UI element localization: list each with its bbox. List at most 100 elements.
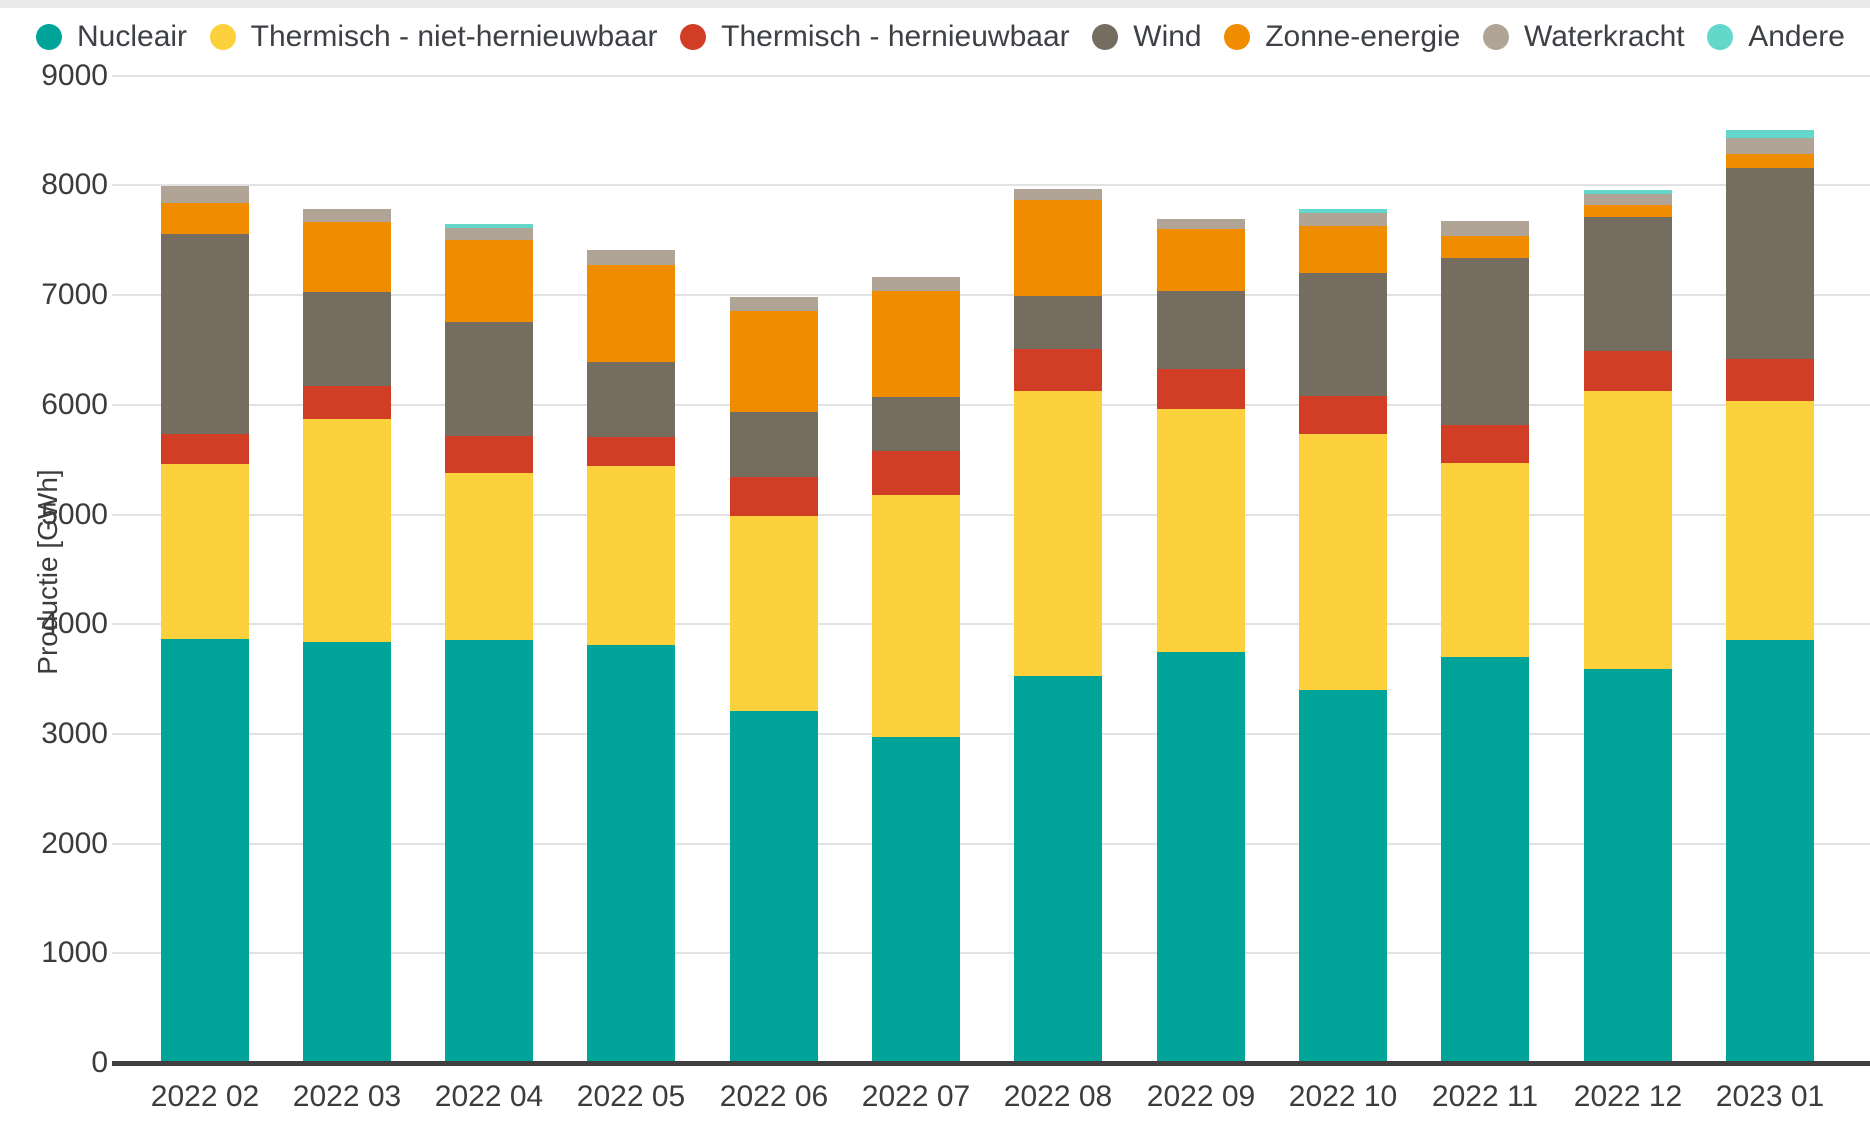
bar-segment-2022-11-wind[interactable] (1441, 257, 1529, 425)
bar-segment-2022-12-wind[interactable] (1584, 217, 1672, 352)
bar-segment-2022-04-thermisch-hernieuwbaar[interactable] (445, 435, 533, 473)
bar-segment-2022-06-nucleair[interactable] (730, 711, 818, 1061)
bar-segment-2022-10-thermisch-niet-hernieuwbaar[interactable] (1299, 433, 1387, 690)
bar-column-2022-06[interactable] (730, 0, 818, 1061)
bar-segment-2022-08-thermisch-hernieuwbaar[interactable] (1014, 349, 1102, 391)
bar-segment-2022-09-zonne-energie[interactable] (1157, 229, 1245, 291)
bar-segment-2022-07-thermisch-hernieuwbaar[interactable] (872, 451, 960, 495)
bar-segment-2022-06-thermisch-hernieuwbaar[interactable] (730, 477, 818, 516)
bar-segment-2022-11-thermisch-niet-hernieuwbaar[interactable] (1441, 463, 1529, 658)
bar-segment-2022-09-waterkracht[interactable] (1157, 218, 1245, 230)
bar-segment-2022-10-andere[interactable] (1299, 208, 1387, 213)
bar-segment-2022-12-andere[interactable] (1584, 189, 1672, 195)
bar-segment-2022-03-nucleair[interactable] (303, 641, 391, 1061)
legend-item-thermisch-hernieuwbaar[interactable]: Thermisch - hernieuwbaar (680, 22, 1070, 52)
bar-segment-2022-06-thermisch-niet-hernieuwbaar[interactable] (730, 515, 818, 712)
bar-column-2022-09[interactable] (1157, 0, 1245, 1061)
bar-segment-2023-01-andere[interactable] (1726, 129, 1814, 139)
bar-segment-2022-02-zonne-energie[interactable] (161, 202, 249, 234)
bar-column-2022-08[interactable] (1014, 0, 1102, 1061)
bar-segment-2022-10-wind[interactable] (1299, 273, 1387, 397)
bar-segment-2022-10-thermisch-hernieuwbaar[interactable] (1299, 396, 1387, 434)
bar-segment-2022-12-thermisch-niet-hernieuwbaar[interactable] (1584, 390, 1672, 670)
bar-segment-2022-12-nucleair[interactable] (1584, 669, 1672, 1061)
bar-segment-2023-01-thermisch-hernieuwbaar[interactable] (1726, 358, 1814, 401)
bar-segment-2022-07-wind[interactable] (872, 397, 960, 452)
bar-column-2022-12[interactable] (1584, 0, 1672, 1061)
bar-segment-2022-03-wind[interactable] (303, 292, 391, 387)
legend-item-thermisch-niet-hernieuwbaar[interactable]: Thermisch - niet-hernieuwbaar (209, 22, 658, 52)
bar-segment-2022-04-thermisch-niet-hernieuwbaar[interactable] (445, 473, 533, 641)
bar-segment-2023-01-nucleair[interactable] (1726, 639, 1814, 1061)
bar-segment-2022-05-thermisch-niet-hernieuwbaar[interactable] (587, 466, 675, 646)
x-tick-label-2022-02: 2022 02 (150, 1080, 260, 1113)
bar-segment-2022-10-zonne-energie[interactable] (1299, 226, 1387, 274)
bar-segment-2022-03-thermisch-niet-hernieuwbaar[interactable] (303, 419, 391, 642)
bar-segment-2022-06-zonne-energie[interactable] (730, 310, 818, 412)
bar-column-2022-11[interactable] (1441, 0, 1529, 1061)
bar-segment-2022-05-zonne-energie[interactable] (587, 264, 675, 363)
bar-segment-2022-04-wind[interactable] (445, 321, 533, 436)
bar-segment-2022-11-waterkracht[interactable] (1441, 220, 1529, 237)
bar-segment-2022-04-nucleair[interactable] (445, 640, 533, 1061)
bar-segment-2022-02-waterkracht[interactable] (161, 186, 249, 203)
bar-column-2023-01[interactable] (1726, 0, 1814, 1061)
bar-segment-2022-05-nucleair[interactable] (587, 645, 675, 1061)
bar-segment-2022-03-thermisch-hernieuwbaar[interactable] (303, 386, 391, 420)
bar-segment-2022-06-waterkracht[interactable] (730, 297, 818, 311)
legend-item-waterkracht[interactable]: Waterkracht (1483, 22, 1685, 52)
bar-column-2022-04[interactable] (445, 0, 533, 1061)
bar-segment-2022-11-zonne-energie[interactable] (1441, 236, 1529, 258)
bar-segment-2022-11-nucleair[interactable] (1441, 657, 1529, 1061)
bar-segment-2022-02-thermisch-hernieuwbaar[interactable] (161, 434, 249, 465)
bar-segment-2022-10-waterkracht[interactable] (1299, 213, 1387, 227)
bar-segment-2022-09-thermisch-niet-hernieuwbaar[interactable] (1157, 409, 1245, 652)
bar-segment-2022-08-zonne-energie[interactable] (1014, 199, 1102, 297)
bar-segment-2022-07-thermisch-niet-hernieuwbaar[interactable] (872, 494, 960, 738)
bar-segment-2022-08-thermisch-niet-hernieuwbaar[interactable] (1014, 390, 1102, 676)
bar-column-2022-02[interactable] (161, 0, 249, 1061)
bar-segment-2022-03-waterkracht[interactable] (303, 209, 391, 222)
legend-item-wind[interactable]: Wind (1092, 22, 1202, 52)
bar-segment-2022-09-wind[interactable] (1157, 290, 1245, 369)
legend-item-andere[interactable]: Andere (1707, 22, 1845, 52)
bar-column-2022-05[interactable] (587, 0, 675, 1061)
bar-segment-2022-08-wind[interactable] (1014, 296, 1102, 350)
bar-segment-2022-07-waterkracht[interactable] (872, 276, 960, 291)
bar-segment-2023-01-wind[interactable] (1726, 168, 1814, 359)
bar-segment-2022-08-nucleair[interactable] (1014, 675, 1102, 1061)
bar-segment-2022-03-zonne-energie[interactable] (303, 221, 391, 292)
bar-segment-2022-04-waterkracht[interactable] (445, 228, 533, 241)
bar-segment-2022-05-wind[interactable] (587, 362, 675, 437)
legend-item-nucleair[interactable]: Nucleair (36, 22, 187, 52)
bar-segment-2023-01-zonne-energie[interactable] (1726, 153, 1814, 169)
bar-column-2022-07[interactable] (872, 0, 960, 1061)
bar-segment-2022-07-nucleair[interactable] (872, 737, 960, 1061)
bar-segment-2022-07-zonne-energie[interactable] (872, 290, 960, 398)
bar-segment-2022-02-thermisch-niet-hernieuwbaar[interactable] (161, 464, 249, 639)
bar-segment-2022-12-waterkracht[interactable] (1584, 194, 1672, 206)
bar-segment-2022-09-nucleair[interactable] (1157, 651, 1245, 1061)
bar-column-2022-10[interactable] (1299, 0, 1387, 1061)
x-tick-label-2022-09: 2022 09 (1146, 1080, 1256, 1113)
bar-segment-2022-08-waterkracht[interactable] (1014, 188, 1102, 200)
legend-label: Nucleair (77, 20, 188, 53)
bar-column-2022-03[interactable] (303, 0, 391, 1061)
bar-segment-2022-05-thermisch-hernieuwbaar[interactable] (587, 436, 675, 467)
x-axis-baseline (112, 1061, 1870, 1066)
bar-segment-2022-02-wind[interactable] (161, 233, 249, 435)
bar-segment-2022-06-wind[interactable] (730, 411, 818, 478)
bar-segment-2023-01-thermisch-niet-hernieuwbaar[interactable] (1726, 400, 1814, 640)
bar-segment-2022-12-thermisch-hernieuwbaar[interactable] (1584, 351, 1672, 391)
bar-segment-2022-12-zonne-energie[interactable] (1584, 205, 1672, 218)
legend-item-zonne-energie[interactable]: Zonne-energie (1224, 22, 1460, 52)
bar-segment-2022-04-zonne-energie[interactable] (445, 240, 533, 322)
bar-segment-2022-05-waterkracht[interactable] (587, 250, 675, 265)
bar-segment-2022-04-andere[interactable] (445, 223, 533, 229)
bar-segment-2022-11-thermisch-hernieuwbaar[interactable] (1441, 424, 1529, 464)
bar-segment-2023-01-waterkracht[interactable] (1726, 138, 1814, 154)
bar-segment-2022-10-nucleair[interactable] (1299, 689, 1387, 1061)
bar-segment-2022-09-thermisch-hernieuwbaar[interactable] (1157, 368, 1245, 410)
legend-label: Zonne-energie (1265, 20, 1461, 53)
bar-segment-2022-02-nucleair[interactable] (161, 638, 249, 1061)
